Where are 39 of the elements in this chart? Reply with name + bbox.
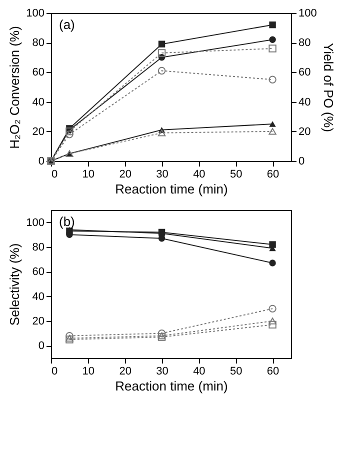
x-tick-label: 50: [230, 366, 242, 378]
annotation: (b): [59, 214, 75, 229]
y-tick-label: 60: [32, 266, 44, 278]
x-tick-label: 30: [156, 366, 168, 378]
y2-tick-label: 80: [298, 37, 311, 50]
x-axis-title: Reaction time (min): [115, 378, 228, 394]
x-tick-label: 0: [52, 168, 58, 180]
y-tick-label: 60: [32, 66, 44, 79]
y-axis-title: Selectivity (%): [7, 243, 22, 326]
x-tick-label: 20: [119, 366, 132, 378]
y-tick-label: 100: [26, 216, 44, 229]
y-tick-label: 20: [32, 126, 44, 138]
x-tick-label: 10: [82, 366, 95, 378]
x-tick-label: 60: [266, 168, 280, 180]
x-tick-label: 20: [119, 168, 132, 180]
x-tick-label: 60: [266, 366, 280, 378]
annotation: (a): [59, 17, 75, 32]
x-tick-label: 50: [230, 168, 242, 180]
y2-tick-label: 20: [298, 126, 311, 138]
y-tick-label: 0: [38, 156, 44, 168]
y2-tick-label: 60: [298, 66, 311, 79]
x-tick-label: 0: [52, 366, 58, 378]
y-tick-label: 40: [32, 96, 44, 108]
y-tick-label: 0: [38, 340, 44, 352]
x-tick-label: 40: [193, 366, 206, 378]
y-tick-label: 100: [26, 8, 44, 20]
y-tick-label: 80: [32, 242, 44, 254]
x-tick-label: 40: [193, 168, 206, 180]
y-axis-title: H₂O₂ Conversion (%): [7, 26, 22, 149]
y2-axis-title: Yield of PO (%): [320, 42, 336, 132]
y-tick-label: 20: [32, 316, 44, 328]
y-tick-label: 80: [32, 37, 44, 50]
y2-tick-label: 0: [298, 156, 305, 168]
y-tick-label: 40: [32, 290, 44, 303]
y2-tick-label: 40: [298, 96, 311, 108]
x-tick-label: 10: [82, 168, 95, 180]
x-tick-label: 30: [156, 168, 168, 180]
y2-tick-label: 100: [298, 8, 317, 20]
x-axis-title: Reaction time (min): [115, 182, 228, 196]
